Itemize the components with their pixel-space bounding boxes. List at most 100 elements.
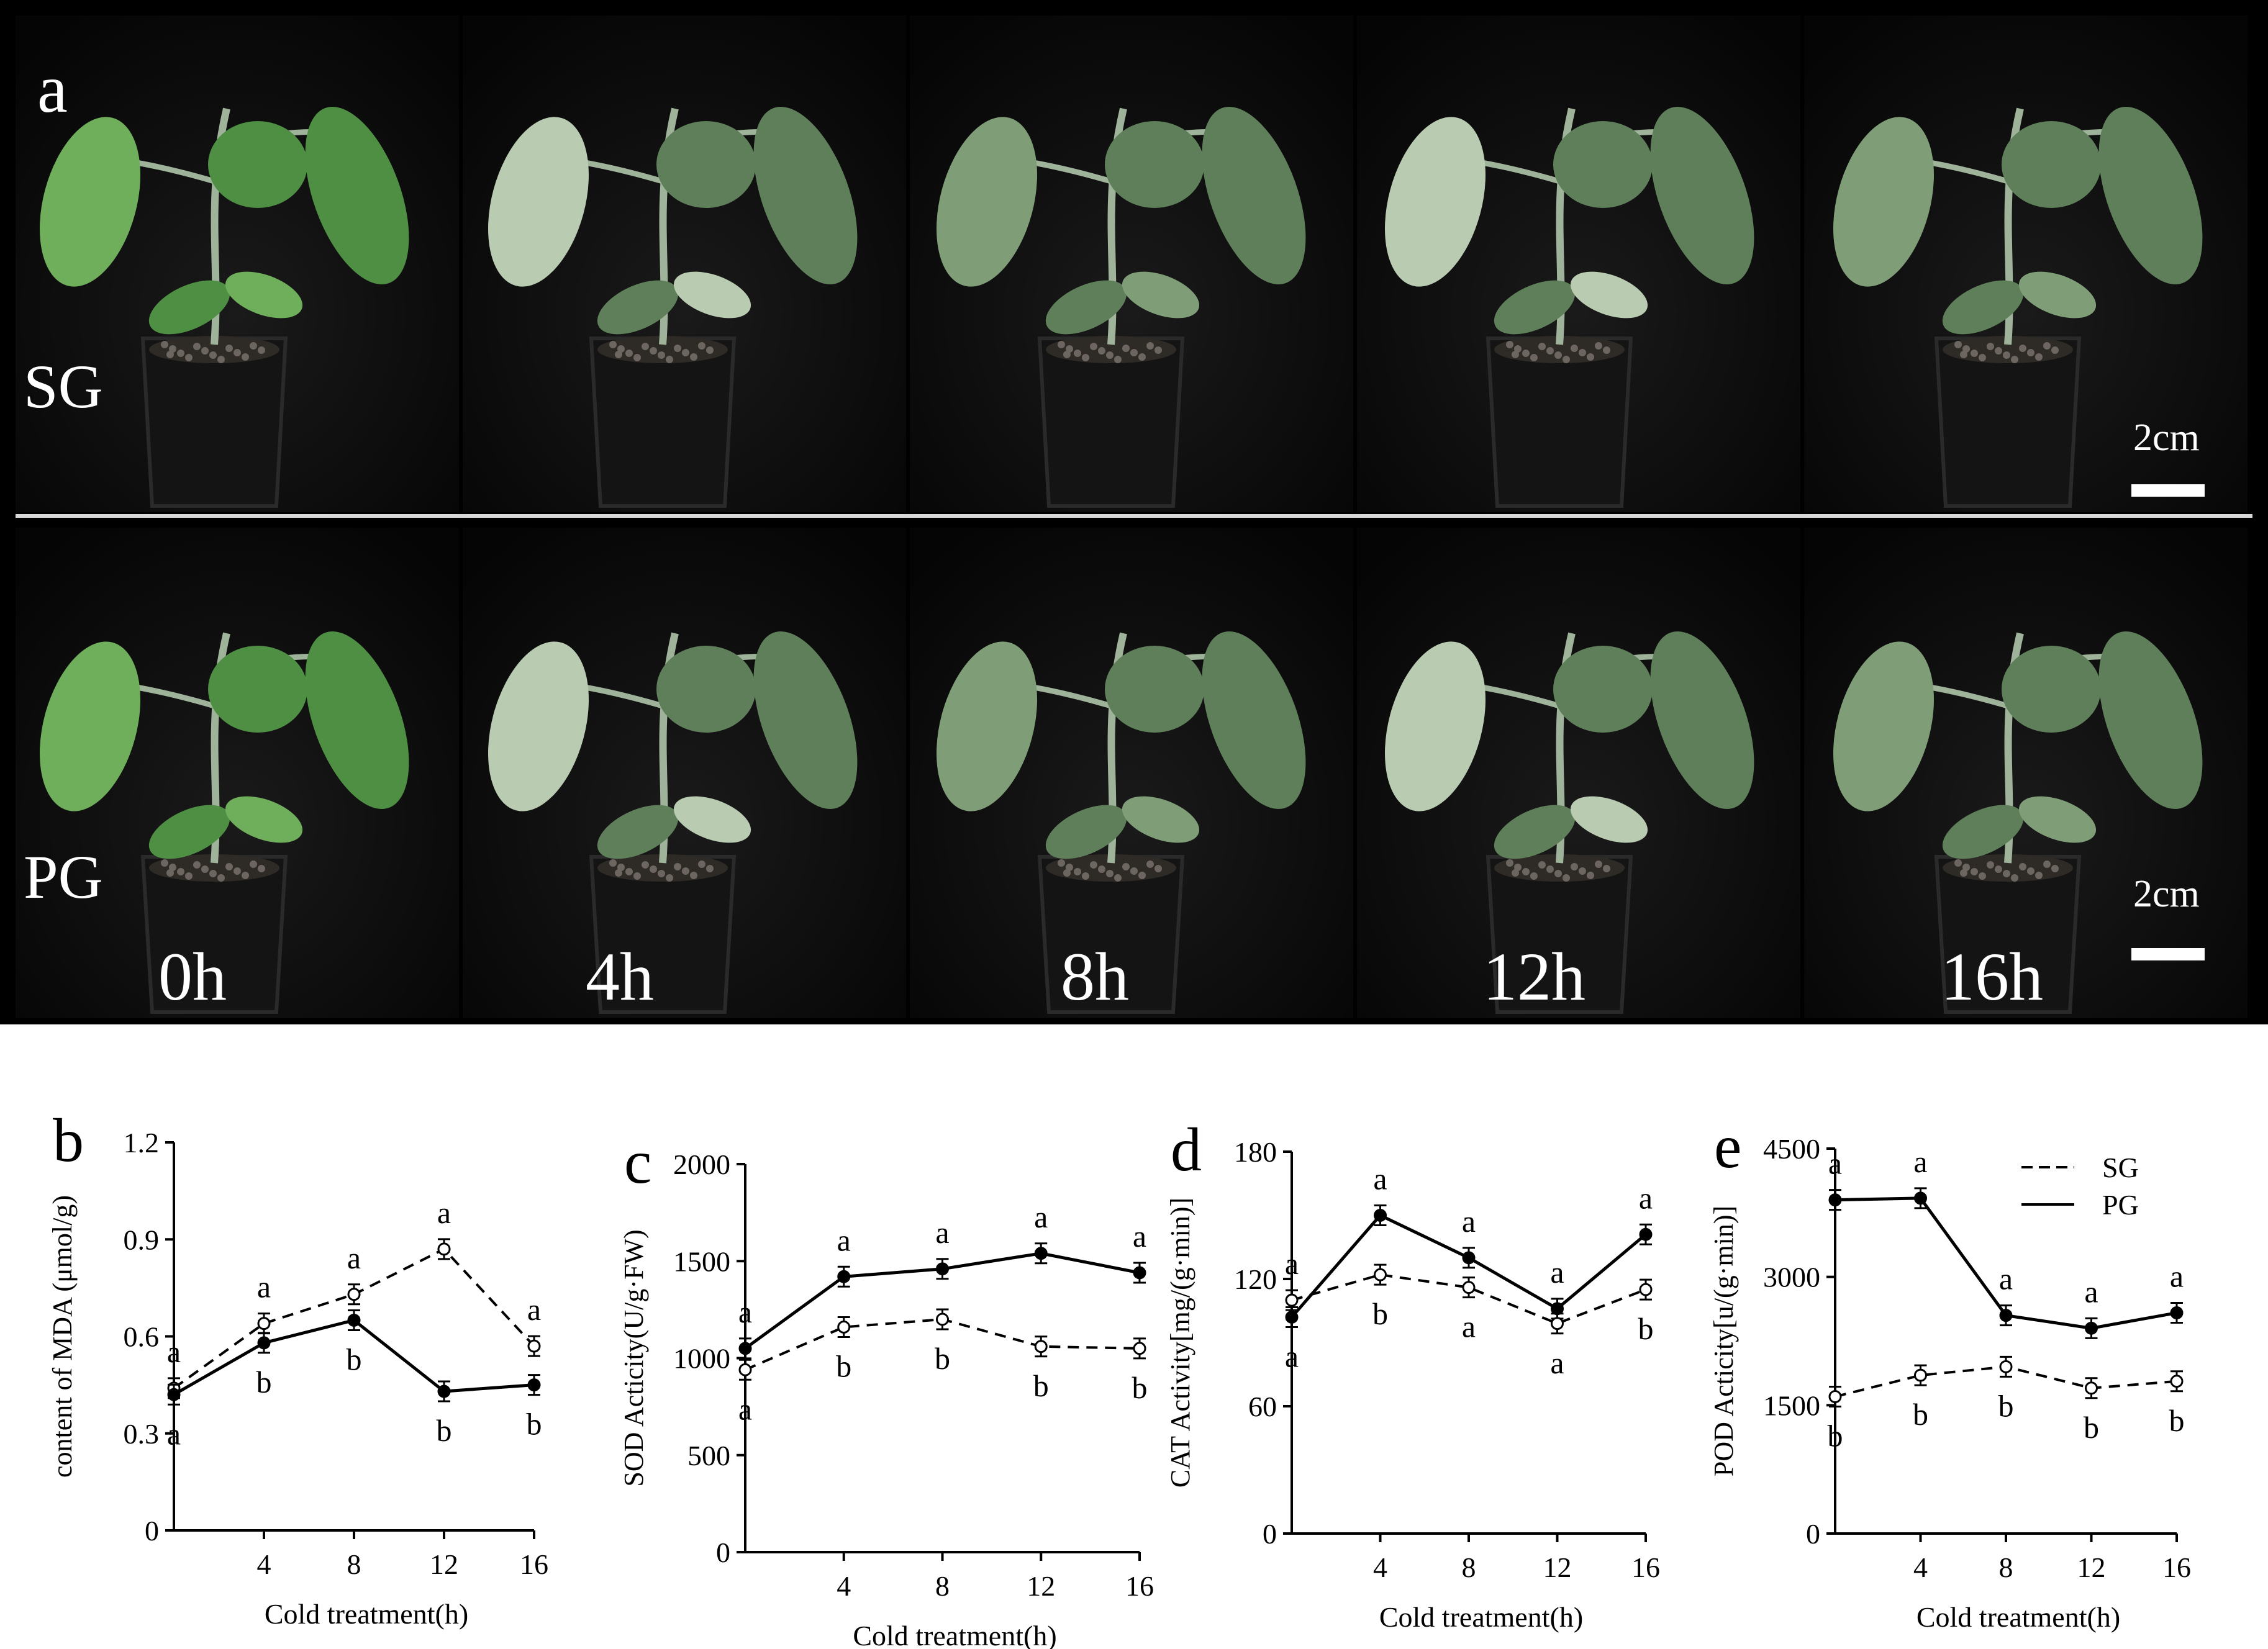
significance-letter: b [1638, 1311, 1654, 1346]
significance-letter: b [527, 1407, 542, 1442]
data-point [1999, 1360, 2013, 1373]
y-tick-label: 0.9 [124, 1224, 160, 1255]
series-pg: a a a a a [1828, 1144, 2184, 1339]
y-tick-label: 1.2 [124, 1127, 160, 1159]
legend: SG PG [2021, 1152, 2139, 1221]
data-point [1551, 1317, 1564, 1330]
y-axis-label: CAT Activity[mg/(g·min)] [1165, 1198, 1195, 1488]
significance-letter: a [167, 1416, 181, 1451]
significance-letter: b [347, 1342, 362, 1376]
data-point [257, 1336, 271, 1350]
y-tick-label: 0 [1263, 1518, 1277, 1550]
photo-panel: a SG PG 0h 4h 8h 12h 16h 2cm 2cm [0, 0, 2268, 1024]
significance-letter: a [1913, 1144, 1927, 1179]
significance-letter: a [2084, 1274, 2098, 1309]
series-pg: a b b b b [167, 1309, 542, 1451]
data-point [1133, 1342, 1146, 1355]
y-tick-label: 0 [145, 1515, 159, 1547]
time-label-16h: 16h [1941, 939, 2043, 1014]
x-tick-label: 16 [1631, 1552, 1660, 1583]
data-point [1034, 1247, 1048, 1260]
time-label-8h: 8h [1061, 939, 1129, 1014]
row-label-sg: SG [24, 352, 103, 421]
data-point [738, 1363, 752, 1376]
significance-letter: b [1132, 1370, 1148, 1405]
data-point [1828, 1390, 1842, 1404]
data-point [1285, 1293, 1299, 1307]
panel-letter-b: b [53, 1106, 84, 1175]
data-point [2170, 1306, 2184, 1320]
series-pg: a a a a a [738, 1199, 1146, 1360]
y-tick-label: 120 [1234, 1263, 1277, 1295]
y-tick-label: 1500 [1763, 1389, 1820, 1421]
significance-letter: a [527, 1292, 541, 1327]
data-point [1914, 1191, 1927, 1205]
significance-letter: a [1133, 1219, 1146, 1254]
plant-photo-sg-8h [910, 16, 1353, 512]
y-tick-label: 2000 [673, 1149, 730, 1180]
legend-label-sg: SG [2102, 1152, 2139, 1183]
plant-photo-pg-0h [16, 528, 459, 1018]
chart-row: b 0 0.3 0.6 0.9 1.2 4 8 12 16 Cold treatment(h) con… [47, 1106, 2191, 1649]
x-axis-label: Cold treatment(h) [1916, 1601, 2120, 1633]
data-point [257, 1317, 271, 1330]
significance-letter: b [1033, 1368, 1049, 1403]
significance-letter: b [2084, 1410, 2099, 1445]
data-point [1914, 1368, 1927, 1382]
plant-photo-sg-4h [463, 16, 906, 512]
plant-photo-pg-12h [1357, 528, 1800, 1018]
y-tick-label: 0 [1806, 1518, 1820, 1550]
data-point [2085, 1321, 2098, 1335]
data-point [1551, 1302, 1564, 1316]
data-point [1374, 1209, 1387, 1222]
y-tick-label: 0 [716, 1537, 730, 1568]
x-tick-label: 8 [347, 1548, 361, 1580]
y-axis-label: POD Acticity[u/(g·min)] [1708, 1206, 1739, 1476]
x-tick-label: 12 [1543, 1552, 1572, 1583]
time-label-0h: 0h [158, 939, 227, 1014]
series-sg: a a a a a [167, 1195, 541, 1399]
x-tick-label: 16 [520, 1548, 548, 1580]
data-point [347, 1288, 361, 1301]
significance-letter: a [1550, 1345, 1564, 1380]
x-tick-label: 4 [1913, 1552, 1928, 1583]
y-axis-label: content of MDA (μmol/g) [47, 1195, 78, 1478]
x-tick-label: 4 [1373, 1552, 1387, 1583]
significance-letter: b [2169, 1403, 2185, 1438]
y-tick-label: 1500 [673, 1245, 730, 1277]
data-point [347, 1313, 361, 1327]
data-point [527, 1339, 541, 1353]
data-point [738, 1342, 752, 1355]
data-point [1374, 1268, 1387, 1281]
data-point [1034, 1340, 1048, 1353]
significance-letter: b [1913, 1397, 1928, 1432]
data-point [1285, 1311, 1299, 1324]
data-point [167, 1388, 181, 1401]
chart-panel-b: b 0 0.3 0.6 0.9 1.2 4 8 12 16 Cold treatment(h) con… [47, 1106, 548, 1630]
significance-letter: b [1828, 1419, 1843, 1453]
panel-letter-e: e [1714, 1112, 1741, 1181]
significance-letter: b [935, 1341, 950, 1376]
time-label-4h: 4h [586, 939, 654, 1014]
significance-letter: a [1462, 1204, 1476, 1239]
significance-letter: a [167, 1334, 181, 1369]
x-tick-label: 16 [2162, 1552, 2191, 1583]
x-tick-label: 4 [257, 1548, 271, 1580]
scale-bar-sg [2131, 484, 2205, 497]
x-tick-label: 8 [1462, 1552, 1476, 1583]
panel-letter-a: a [37, 51, 68, 127]
significance-letter: b [437, 1413, 452, 1448]
significance-letter: a [837, 1222, 851, 1257]
panel-letter-c: c [624, 1127, 651, 1196]
data-point [1639, 1227, 1653, 1241]
plant-photo-sg-16h [1804, 16, 2248, 512]
series-sg: a b b b b [738, 1308, 1148, 1426]
y-tick-label: 60 [1248, 1391, 1277, 1422]
significance-letter: a [1639, 1180, 1653, 1215]
significance-letter: a [935, 1215, 949, 1250]
plant-photo-sg-0h [16, 16, 459, 512]
x-axis-label: Cold treatment(h) [1379, 1601, 1583, 1633]
scale-bar-pg [2131, 948, 2205, 960]
y-tick-label: 500 [687, 1440, 730, 1471]
significance-letter: a [1828, 1146, 1842, 1181]
